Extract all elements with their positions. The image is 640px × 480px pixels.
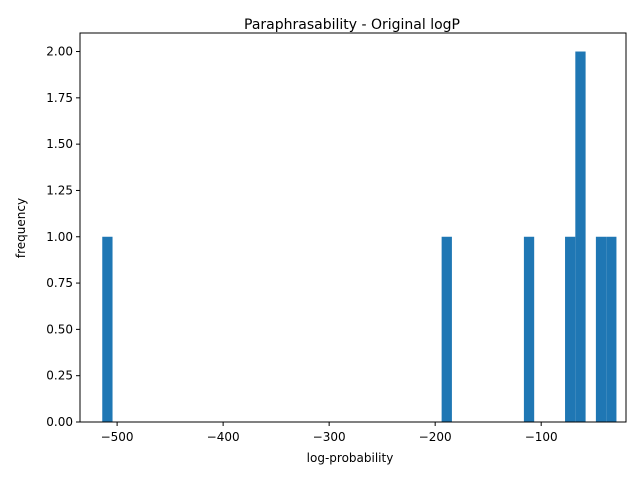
chart-title: Paraphrasability - Original logP bbox=[244, 17, 460, 33]
x-axis-ticks: −500 −400 −300 −200 −100 bbox=[101, 422, 558, 444]
x-tick-label: −200 bbox=[419, 430, 452, 444]
histogram-bar-3 bbox=[565, 236, 576, 422]
y-axis-ticks: 0.00 0.25 0.50 0.75 1.00 1.25 1.50 1.75 2.00 bbox=[46, 45, 80, 429]
x-tick-label: −400 bbox=[207, 430, 240, 444]
x-tick-label: −500 bbox=[101, 430, 134, 444]
x-tick-label: −100 bbox=[525, 430, 558, 444]
histogram-bar-1 bbox=[441, 236, 452, 422]
x-tick-label: −300 bbox=[313, 430, 346, 444]
y-tick-label: 0.25 bbox=[46, 369, 73, 383]
y-tick-label: 1.25 bbox=[46, 183, 73, 197]
histogram-bar-5 bbox=[595, 236, 607, 422]
y-tick-label: 1.75 bbox=[46, 91, 73, 105]
histogram-bar-0 bbox=[102, 236, 113, 422]
histogram-bar-6 bbox=[606, 236, 617, 422]
y-tick-label: 2.00 bbox=[46, 45, 73, 59]
y-axis-label: frequency bbox=[14, 198, 28, 258]
y-tick-label: 0.00 bbox=[46, 415, 73, 429]
y-tick-label: 1.50 bbox=[46, 137, 73, 151]
y-tick-label: 0.50 bbox=[46, 322, 73, 336]
y-tick-label: 1.00 bbox=[46, 230, 73, 244]
histogram-bar-2 bbox=[523, 236, 535, 422]
histogram-bar-4 bbox=[575, 51, 586, 423]
bars-group bbox=[102, 51, 617, 423]
x-axis-label: log-probability bbox=[307, 451, 394, 465]
plot-frame bbox=[79, 32, 627, 423]
y-tick-label: 0.75 bbox=[46, 276, 73, 290]
